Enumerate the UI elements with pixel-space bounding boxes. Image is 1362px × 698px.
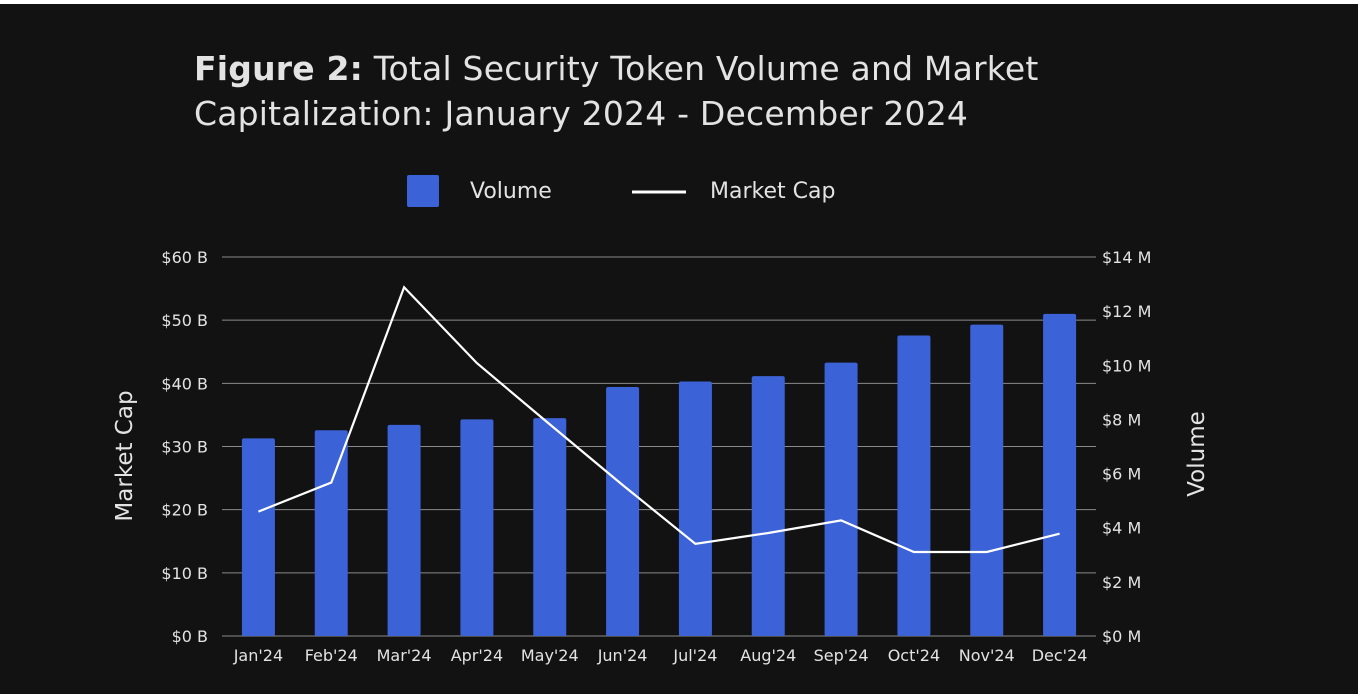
right-axis-tick-label: $6 M	[1102, 465, 1141, 484]
x-axis-tick-label: Feb'24	[305, 646, 358, 665]
left-axis-ticks: $0 B $10 B $20 B $30 B $40 B $50 B $60 B	[161, 248, 208, 646]
left-axis-tick-label: $20 B	[161, 501, 208, 520]
x-axis-tick-label: Apr'24	[451, 646, 503, 665]
chart-card: Figure 2: Total Security Token Volume an…	[0, 4, 1358, 694]
volume-bar	[751, 376, 785, 636]
right-axis-tick-label: $14 M	[1102, 248, 1151, 267]
x-axis-tick-label: Jan'24	[233, 646, 283, 665]
volume-bar	[533, 418, 567, 636]
x-axis-tick-label: Nov'24	[959, 646, 1015, 665]
right-axis-tick-label: $12 M	[1102, 302, 1151, 321]
legend-volume-label: Volume	[470, 179, 552, 204]
volume-bars	[241, 313, 1077, 636]
x-axis-ticks: Jan'24 Feb'24 Mar'24 Apr'24 May'24 Jun'24 Jul'…	[233, 646, 1088, 665]
left-axis-tick-label: $10 B	[161, 564, 208, 583]
volume-bar	[241, 438, 275, 636]
right-axis-tick-label: $2 M	[1102, 573, 1141, 592]
right-axis-tick-label: $10 M	[1102, 356, 1151, 375]
volume-bar	[460, 419, 494, 636]
x-axis-tick-label: Oct'24	[888, 646, 940, 665]
market-cap-line	[257, 285, 1060, 554]
right-axis-tick-label: $4 M	[1102, 519, 1141, 538]
right-axis-ticks: $0 M $2 M $4 M $6 M $8 M $10 M $12 M $14 M	[1102, 248, 1151, 646]
left-axis-tick-label: $40 B	[161, 374, 208, 393]
volume-bar	[314, 430, 348, 636]
legend: Volume Market Cap	[407, 175, 835, 207]
x-axis-tick-label: Sep'24	[814, 646, 869, 665]
x-axis-tick-label: Jun'24	[597, 646, 648, 665]
left-axis-label: Market Cap	[112, 390, 138, 521]
volume-bar	[678, 381, 712, 636]
right-axis-tick-label: $0 M	[1102, 627, 1141, 646]
left-axis-tick-label: $0 B	[172, 627, 208, 646]
title-text: Total Security Token Volume and Market C…	[194, 49, 1039, 133]
volume-bar	[970, 324, 1004, 636]
chart-title: Figure 2: Total Security Token Volume an…	[194, 46, 1154, 136]
legend-market-cap-label: Market Cap	[710, 179, 835, 204]
x-axis-tick-label: May'24	[521, 646, 579, 665]
legend-volume-swatch	[407, 175, 439, 207]
right-axis-tick-label: $8 M	[1102, 410, 1141, 429]
volume-bar	[387, 424, 421, 636]
volume-bar	[1043, 313, 1077, 636]
volume-bar	[897, 335, 931, 636]
x-axis-tick-label: Jul'24	[672, 646, 717, 665]
right-axis-label: Volume	[1184, 411, 1210, 497]
volume-bar	[824, 362, 858, 636]
left-axis-tick-label: $30 B	[161, 438, 208, 457]
left-axis-tick-label: $60 B	[161, 248, 208, 267]
title-prefix: Figure 2:	[194, 49, 364, 88]
left-axis-tick-label: $50 B	[161, 311, 208, 330]
x-axis-tick-label: Aug'24	[740, 646, 796, 665]
chart-svg: Volume Market Cap $0 B $10 B $20 B $30 B $40…	[112, 175, 1210, 665]
volume-bar	[606, 386, 640, 636]
grid-lines	[222, 256, 1096, 637]
x-axis-tick-label: Mar'24	[377, 646, 432, 665]
market-cap-line-path	[257, 285, 1060, 554]
x-axis-tick-label: Dec'24	[1032, 646, 1088, 665]
